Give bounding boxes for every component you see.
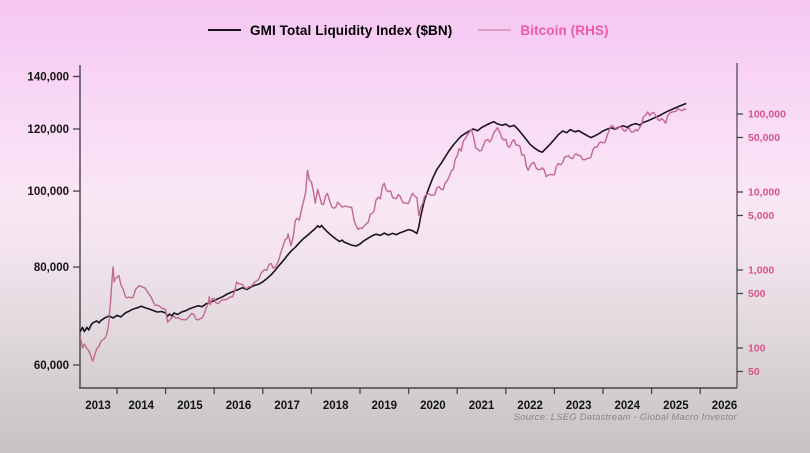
legend-gmi-swatch xyxy=(208,29,241,31)
x-axis-tick-label: 2018 xyxy=(323,400,349,412)
legend-bitcoin-swatch xyxy=(478,29,512,31)
right-axis-tick-label: 5,000 xyxy=(748,210,774,222)
right-axis-tick-label: 1,000 xyxy=(748,265,774,277)
right-axis-tick-label: 100,000 xyxy=(748,109,786,121)
x-axis-tick-label: 2026 xyxy=(712,400,738,412)
x-axis-tick-label: 2019 xyxy=(372,400,398,412)
x-axis-tick-label: 2022 xyxy=(517,400,543,412)
right-axis-tick-label: 10,000 xyxy=(748,187,780,199)
legend-bitcoin-label: Bitcoin (RHS) xyxy=(520,22,609,38)
x-axis-tick-label: 2020 xyxy=(420,400,446,412)
x-axis-tick-label: 2014 xyxy=(129,400,155,412)
right-axis-tick-label: 50,000 xyxy=(748,132,780,144)
source-note: Source: LSEG Datastream - Global Macro I… xyxy=(513,412,737,423)
x-axis-tick-label: 2017 xyxy=(274,400,300,412)
gmi-line xyxy=(79,102,687,333)
left-axis-tick-label: 100,000 xyxy=(27,186,69,198)
x-axis-tick-label: 2015 xyxy=(177,400,203,412)
bitcoin-line xyxy=(79,107,687,362)
left-axis-tick-label: 140,000 xyxy=(27,72,69,84)
x-axis-tick-label: 2016 xyxy=(226,400,252,412)
left-axis-tick-label: 120,000 xyxy=(27,124,69,136)
legend-gmi-label: GMI Total Liquidity Index ($BN) xyxy=(250,22,453,38)
x-axis-tick-label: 2024 xyxy=(615,400,641,412)
x-axis-tick-label: 2023 xyxy=(566,400,592,412)
x-axis-tick-label: 2025 xyxy=(663,400,689,412)
legend: GMI Total Liquidity Index ($BN) Bitcoin … xyxy=(208,21,609,39)
left-axis-tick-label: 80,000 xyxy=(34,262,69,274)
right-axis-tick-label: 50 xyxy=(748,366,760,378)
left-axis-tick-label: 60,000 xyxy=(34,360,69,372)
right-axis-tick-label: 100 xyxy=(748,343,766,355)
right-axis-tick-label: 500 xyxy=(748,288,766,300)
x-axis-tick-label: 2021 xyxy=(469,400,495,412)
x-axis-tick-label: 2013 xyxy=(85,400,111,412)
